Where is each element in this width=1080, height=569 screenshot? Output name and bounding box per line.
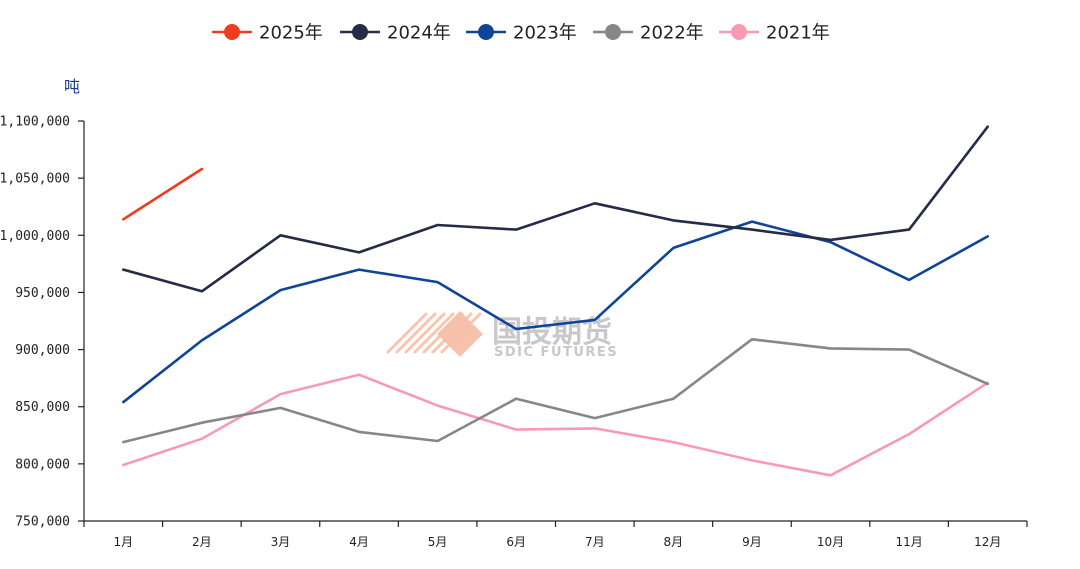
watermark-brand-en: SDIC FUTURES: [494, 345, 618, 360]
x-tick-label: 8月: [664, 535, 684, 549]
x-tick-label: 2月: [192, 535, 212, 549]
y-tick-label: 800,000: [15, 457, 70, 472]
legend-label: 2023年: [513, 23, 577, 44]
axes: 750,000 800,000 850,000 900,000 950,000 1,000…: [0, 77, 1028, 549]
watermark-logo-icon: [386, 311, 483, 357]
series-line-2025年: [122, 167, 204, 221]
y-tick-label: 950,000: [15, 286, 70, 301]
series-line-2021年: [122, 373, 990, 477]
y-tick-label: 850,000: [15, 400, 70, 415]
x-tick-label: 11月: [895, 535, 922, 549]
watermark-stripe: [395, 312, 437, 354]
legend-marker-icon: [605, 24, 621, 40]
x-tick-label: 9月: [742, 535, 762, 549]
y-axis-unit-label: 吨: [64, 77, 80, 96]
legend-marker-icon: [478, 24, 494, 40]
legend-item: 2025年: [212, 23, 323, 44]
watermark-stripe: [386, 312, 428, 354]
legend-item: 2022年: [593, 23, 704, 44]
y-tick-label: 1,050,000: [0, 172, 70, 187]
series-line-2023年: [122, 220, 990, 404]
legend-label: 2024年: [387, 23, 451, 44]
series-lines: [122, 125, 990, 477]
legend-item: 2024年: [340, 23, 451, 44]
series-line-2024年: [122, 125, 990, 293]
legend-label: 2022年: [640, 23, 704, 44]
legend-marker-icon: [224, 24, 240, 40]
x-tick-label: 5月: [428, 535, 448, 549]
legend-item: 2021年: [719, 23, 830, 44]
legend-label: 2025年: [259, 23, 323, 44]
y-tick-label: 900,000: [15, 343, 70, 358]
x-tick-label: 7月: [585, 535, 605, 549]
y-tick-label: 1,000,000: [0, 229, 70, 244]
watermark-stripe: [413, 312, 455, 354]
watermark-stripe: [404, 312, 446, 354]
x-tick-label: 6月: [506, 535, 526, 549]
x-tick-label: 3月: [271, 535, 291, 549]
x-tick-label: 12月: [974, 535, 1001, 549]
watermark-diamond: [437, 311, 483, 357]
x-tick-label: 10月: [817, 535, 844, 549]
y-tick-label: 750,000: [15, 515, 70, 530]
legend-marker-icon: [731, 24, 747, 40]
legend-marker-icon: [352, 24, 368, 40]
legend: 2025年 2024年 2023年 2022年 2021年: [212, 23, 830, 44]
legend-item: 2023年: [466, 23, 577, 44]
series-line-2022年: [122, 337, 990, 444]
x-tick-label: 1月: [113, 535, 133, 549]
legend-label: 2021年: [766, 23, 830, 44]
x-tick-label: 4月: [349, 535, 369, 549]
y-tick-label: 1,100,000: [0, 115, 70, 130]
